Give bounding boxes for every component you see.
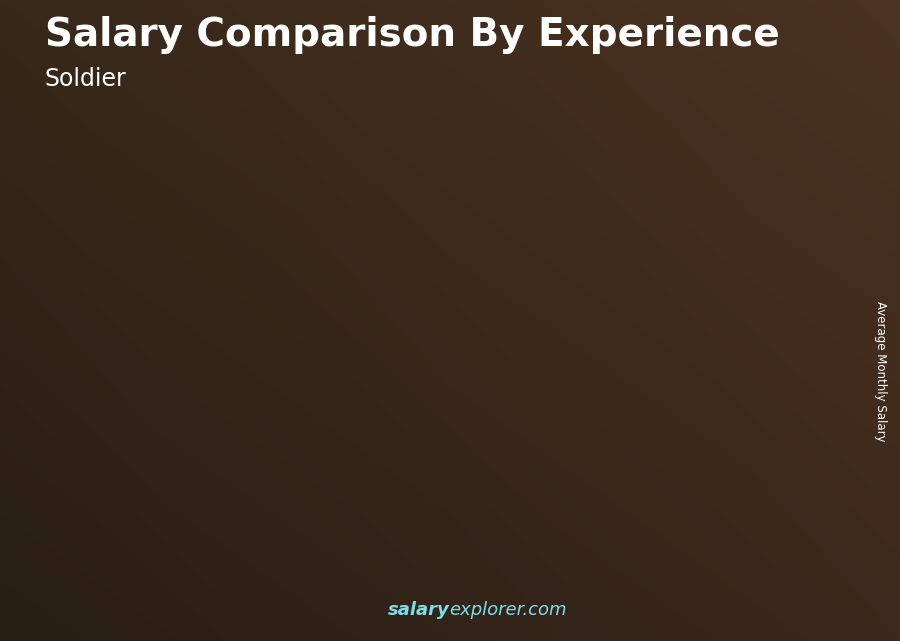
Text: +23%: +23% bbox=[148, 344, 247, 373]
Text: +6%: +6% bbox=[646, 144, 724, 173]
Text: ★: ★ bbox=[794, 38, 831, 80]
Text: Average Monthly Salary: Average Monthly Salary bbox=[874, 301, 886, 442]
Bar bbox=[592, 305, 655, 558]
Text: explorer.com: explorer.com bbox=[449, 601, 567, 619]
Text: 19,700 MAD: 19,700 MAD bbox=[567, 283, 680, 301]
Text: salary: salary bbox=[387, 601, 449, 619]
Text: +10%: +10% bbox=[514, 171, 612, 200]
Bar bbox=[348, 362, 411, 558]
Text: 20,800 MAD: 20,800 MAD bbox=[689, 269, 802, 287]
Bar bbox=[227, 419, 290, 558]
Text: 17,900 MAD: 17,900 MAD bbox=[446, 306, 559, 324]
Bar bbox=[471, 328, 534, 558]
Text: Soldier: Soldier bbox=[45, 67, 127, 91]
Text: 15,300 MAD: 15,300 MAD bbox=[324, 339, 436, 357]
Bar bbox=[714, 291, 778, 558]
Text: Salary Comparison By Experience: Salary Comparison By Experience bbox=[45, 16, 779, 54]
Bar bbox=[104, 445, 168, 558]
Text: +42%: +42% bbox=[270, 263, 368, 292]
Text: 10,800 MAD: 10,800 MAD bbox=[202, 397, 314, 415]
Text: 8,800 MAD: 8,800 MAD bbox=[86, 422, 187, 440]
Text: +17%: +17% bbox=[392, 211, 491, 240]
